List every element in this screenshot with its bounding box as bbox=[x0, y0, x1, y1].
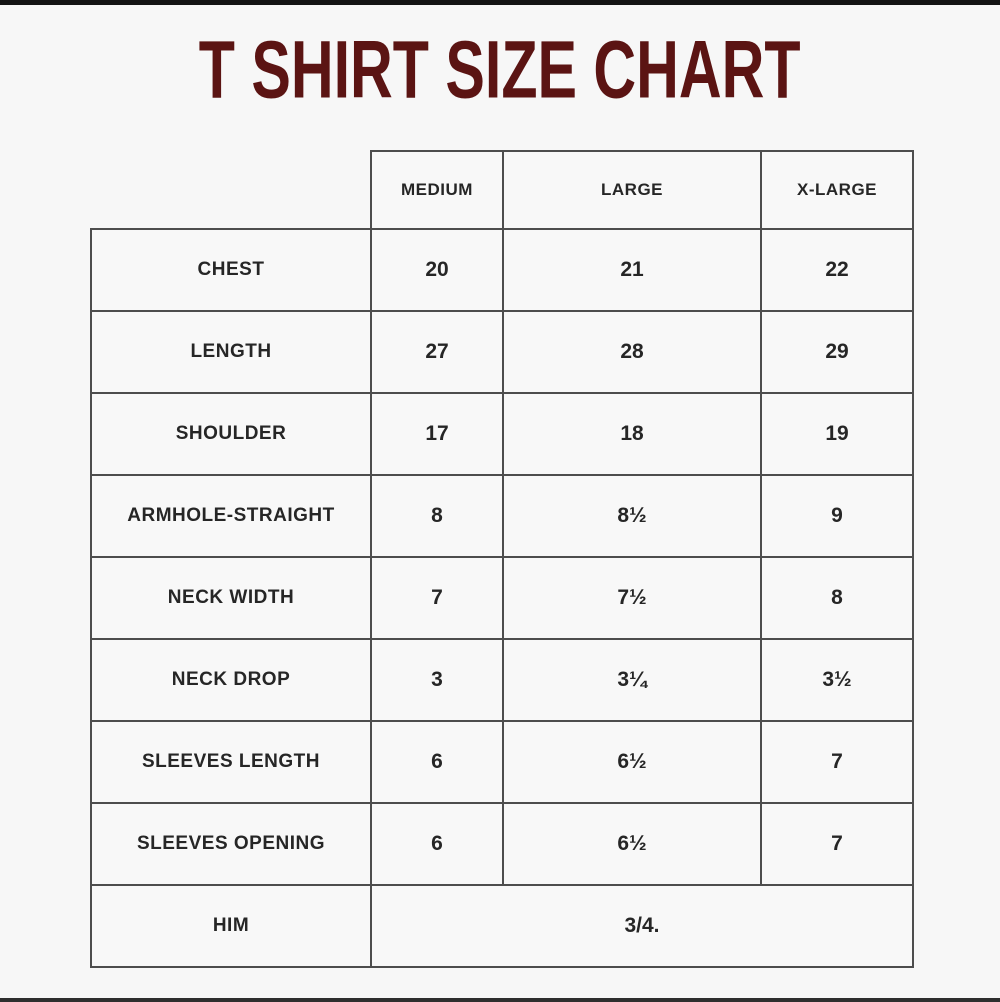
cell-value: 27 bbox=[370, 310, 504, 394]
table-row: SLEEVES LENGTH 6 6½ 7 bbox=[90, 720, 914, 804]
column-header-large: LARGE bbox=[502, 150, 762, 230]
cell-value: 3/4. bbox=[370, 884, 914, 968]
row-label: NECK DROP bbox=[90, 638, 372, 722]
table-row: SHOULDER 17 18 19 bbox=[90, 392, 914, 476]
cell-value: 7 bbox=[760, 720, 914, 804]
row-label: SHOULDER bbox=[90, 392, 372, 476]
cell-value: 21 bbox=[502, 228, 762, 312]
cell-value: 29 bbox=[760, 310, 914, 394]
cell-value: 6½ bbox=[502, 802, 762, 886]
cell-value: 3½ bbox=[760, 638, 914, 722]
table-row: SLEEVES OPENING 6 6½ 7 bbox=[90, 802, 914, 886]
cell-value: 3 bbox=[370, 638, 504, 722]
column-header-xlarge: X-LARGE bbox=[760, 150, 914, 230]
column-header-medium: MEDIUM bbox=[370, 150, 504, 230]
table-row: LENGTH 27 28 29 bbox=[90, 310, 914, 394]
cell-value: 17 bbox=[370, 392, 504, 476]
cell-value: 6½ bbox=[502, 720, 762, 804]
table-row: HIM 3/4. bbox=[90, 884, 914, 968]
cell-value: 7½ bbox=[502, 556, 762, 640]
cell-value: 8 bbox=[760, 556, 914, 640]
corner-empty-cell bbox=[91, 151, 371, 229]
table-body: CHEST 20 21 22 LENGTH 27 28 29 SHOULDER 17 18 19 ARM… bbox=[90, 228, 914, 968]
cell-value: 20 bbox=[370, 228, 504, 312]
cell-value: 7 bbox=[760, 802, 914, 886]
row-label: SLEEVES LENGTH bbox=[90, 720, 372, 804]
header-row: MEDIUM LARGE X-LARGE bbox=[91, 150, 914, 230]
bottom-edge-bar bbox=[0, 998, 1000, 1002]
row-label: NECK WIDTH bbox=[90, 556, 372, 640]
row-label: HIM bbox=[90, 884, 372, 968]
table-row: CHEST 20 21 22 bbox=[90, 228, 914, 312]
size-chart-table: MEDIUM LARGE X-LARGE CHEST 20 21 22 LENGTH 27… bbox=[90, 150, 914, 968]
row-label: LENGTH bbox=[90, 310, 372, 394]
table-header: MEDIUM LARGE X-LARGE bbox=[91, 150, 914, 230]
cell-value: 9 bbox=[760, 474, 914, 558]
cell-value: 28 bbox=[502, 310, 762, 394]
cell-value: 18 bbox=[502, 392, 762, 476]
row-label: CHEST bbox=[90, 228, 372, 312]
cell-value: 6 bbox=[370, 720, 504, 804]
row-label: ARMHOLE-STRAIGHT bbox=[90, 474, 372, 558]
table-row: NECK WIDTH 7 7½ 8 bbox=[90, 556, 914, 640]
top-edge-bar bbox=[0, 0, 1000, 5]
cell-value: 3¼ bbox=[502, 638, 762, 722]
cell-value: 8 bbox=[370, 474, 504, 558]
page-title: T SHIRT SIZE CHART bbox=[199, 24, 801, 115]
cell-value: 8½ bbox=[502, 474, 762, 558]
cell-value: 7 bbox=[370, 556, 504, 640]
cell-value: 6 bbox=[370, 802, 504, 886]
cell-value: 22 bbox=[760, 228, 914, 312]
table-row: ARMHOLE-STRAIGHT 8 8½ 9 bbox=[90, 474, 914, 558]
cell-value: 19 bbox=[760, 392, 914, 476]
title-container: T SHIRT SIZE CHART bbox=[0, 24, 1000, 115]
row-label: SLEEVES OPENING bbox=[90, 802, 372, 886]
table-row: NECK DROP 3 3¼ 3½ bbox=[90, 638, 914, 722]
